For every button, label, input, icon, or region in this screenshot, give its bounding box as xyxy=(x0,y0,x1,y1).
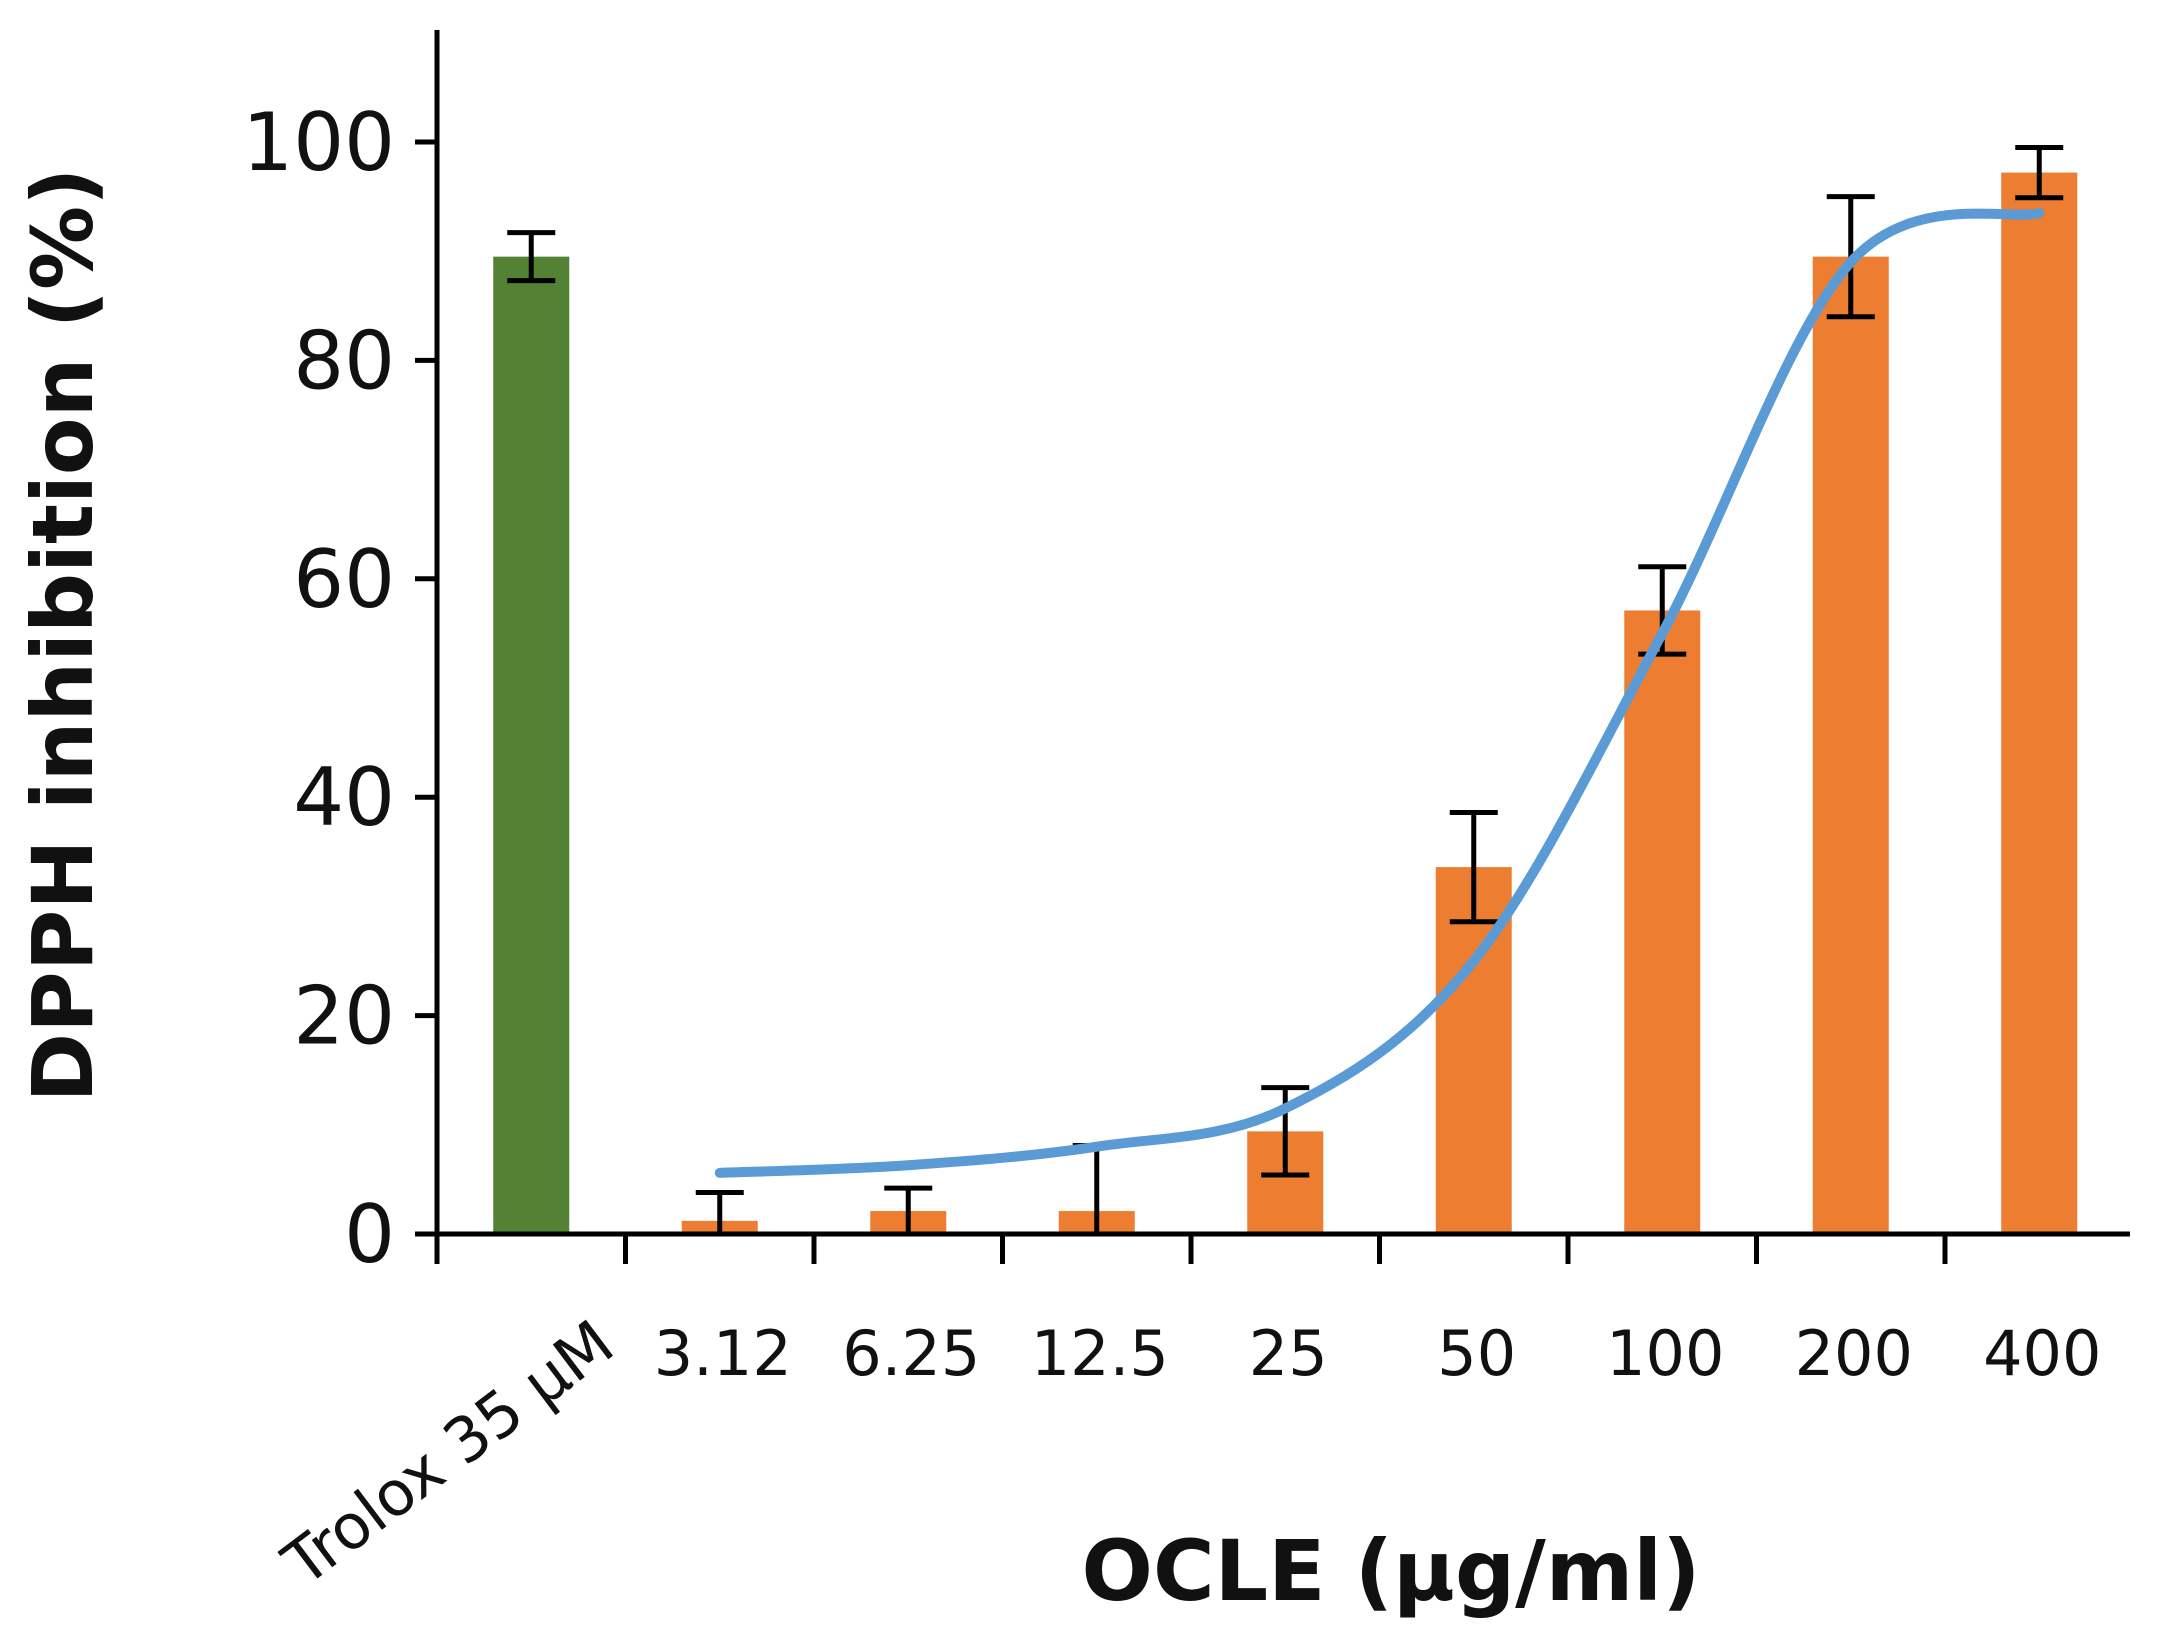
x-axis-title: OCLE (μg/ml) xyxy=(1082,1522,1701,1620)
axes-layer xyxy=(434,30,2130,1264)
y-ticks-layer: 0 20 40 60 80 100 xyxy=(242,96,437,1281)
error-bar xyxy=(884,1185,933,1234)
error-bar xyxy=(507,230,556,284)
y-tick-label: 20 xyxy=(293,970,395,1063)
bars-layer xyxy=(493,172,2078,1234)
bar xyxy=(2001,172,2078,1234)
fit-curve xyxy=(714,207,2045,1178)
x-tick-label: Trolox 35 μM xyxy=(269,1306,627,1601)
x-tick-label: 6.25 xyxy=(842,1317,980,1390)
y-axis-title: DPPH inhibition (%) xyxy=(14,167,112,1102)
x-tick-label: 50 xyxy=(1437,1317,1516,1390)
y-tick-label: 80 xyxy=(293,314,395,407)
y-tick-label: 100 xyxy=(242,96,395,189)
x-tick-label: 400 xyxy=(1983,1317,2101,1390)
bar-reference xyxy=(493,256,570,1234)
y-tick-label: 60 xyxy=(293,533,395,626)
error-bar xyxy=(1449,809,1498,925)
error-bar xyxy=(2015,144,2064,201)
error-bars-layer xyxy=(507,144,2064,1234)
bar xyxy=(1624,610,1701,1234)
x-tick-label: 200 xyxy=(1795,1317,1913,1390)
x-tick-label: 25 xyxy=(1249,1317,1328,1390)
error-bar xyxy=(1261,1085,1310,1178)
x-tick-label: 100 xyxy=(1606,1317,1724,1390)
x-tick-label: 3.12 xyxy=(654,1317,792,1390)
error-bar xyxy=(695,1190,744,1234)
y-tick-label: 40 xyxy=(293,751,395,844)
x-tick-label: 12.5 xyxy=(1031,1317,1169,1390)
bar xyxy=(1812,256,1889,1234)
y-tick-label: 0 xyxy=(344,1188,395,1281)
